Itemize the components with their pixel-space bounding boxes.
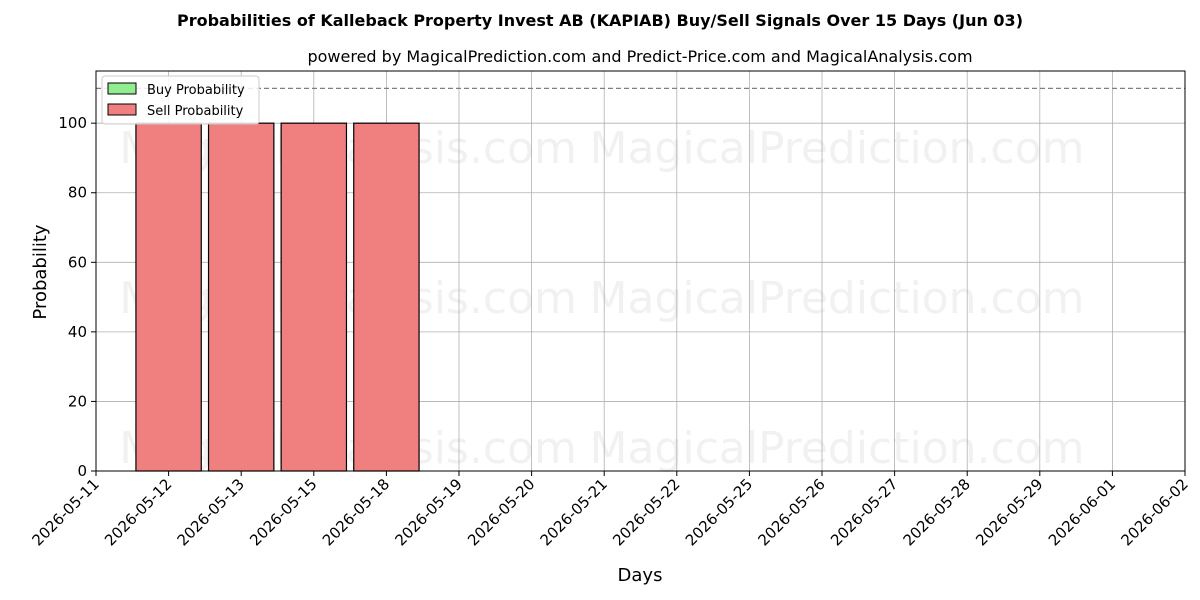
legend: Buy Probability Sell Probability [101,75,260,125]
y-tick-label-80: 80 [68,184,87,202]
watermark-1-right: MagicalPrediction.com [590,273,1085,324]
y-tick-label-60: 60 [68,253,87,271]
watermark-0-right: MagicalPrediction.com [590,123,1085,174]
watermarks: MagicalAnalysis.com MagicalPrediction.com… [119,123,1084,474]
y-tick-label-100: 100 [58,114,87,132]
x-axis-label: Days [618,565,663,586]
chart-title: Probabilities of Kalleback Property Inve… [177,11,1023,30]
bar-sell-2026-05-12 [135,122,202,472]
y-tick-label-20: 20 [68,392,87,410]
y-tick-label-40: 40 [68,323,87,341]
legend-label-sell: Sell Probability [147,104,244,119]
legend-label-buy: Buy Probability [147,83,245,98]
plot-frame [95,70,1186,472]
legend-swatch-sell [107,103,137,116]
bar-sell-2026-05-15 [280,122,348,472]
bar-sell-2026-05-18 [353,122,420,472]
bar-sell-2026-05-13 [207,122,275,472]
y-tick-label-0: 0 [77,462,87,480]
y-axis-ticks: 0 20 40 60 80 100 [58,114,96,480]
chart-subtitle: powered by MagicalPrediction.com and Pre… [307,47,972,66]
watermark-2-right: MagicalPrediction.com [590,423,1085,474]
y-axis-label: Probability [30,224,51,319]
legend-swatch-buy [107,82,137,95]
legend-box [101,75,260,125]
